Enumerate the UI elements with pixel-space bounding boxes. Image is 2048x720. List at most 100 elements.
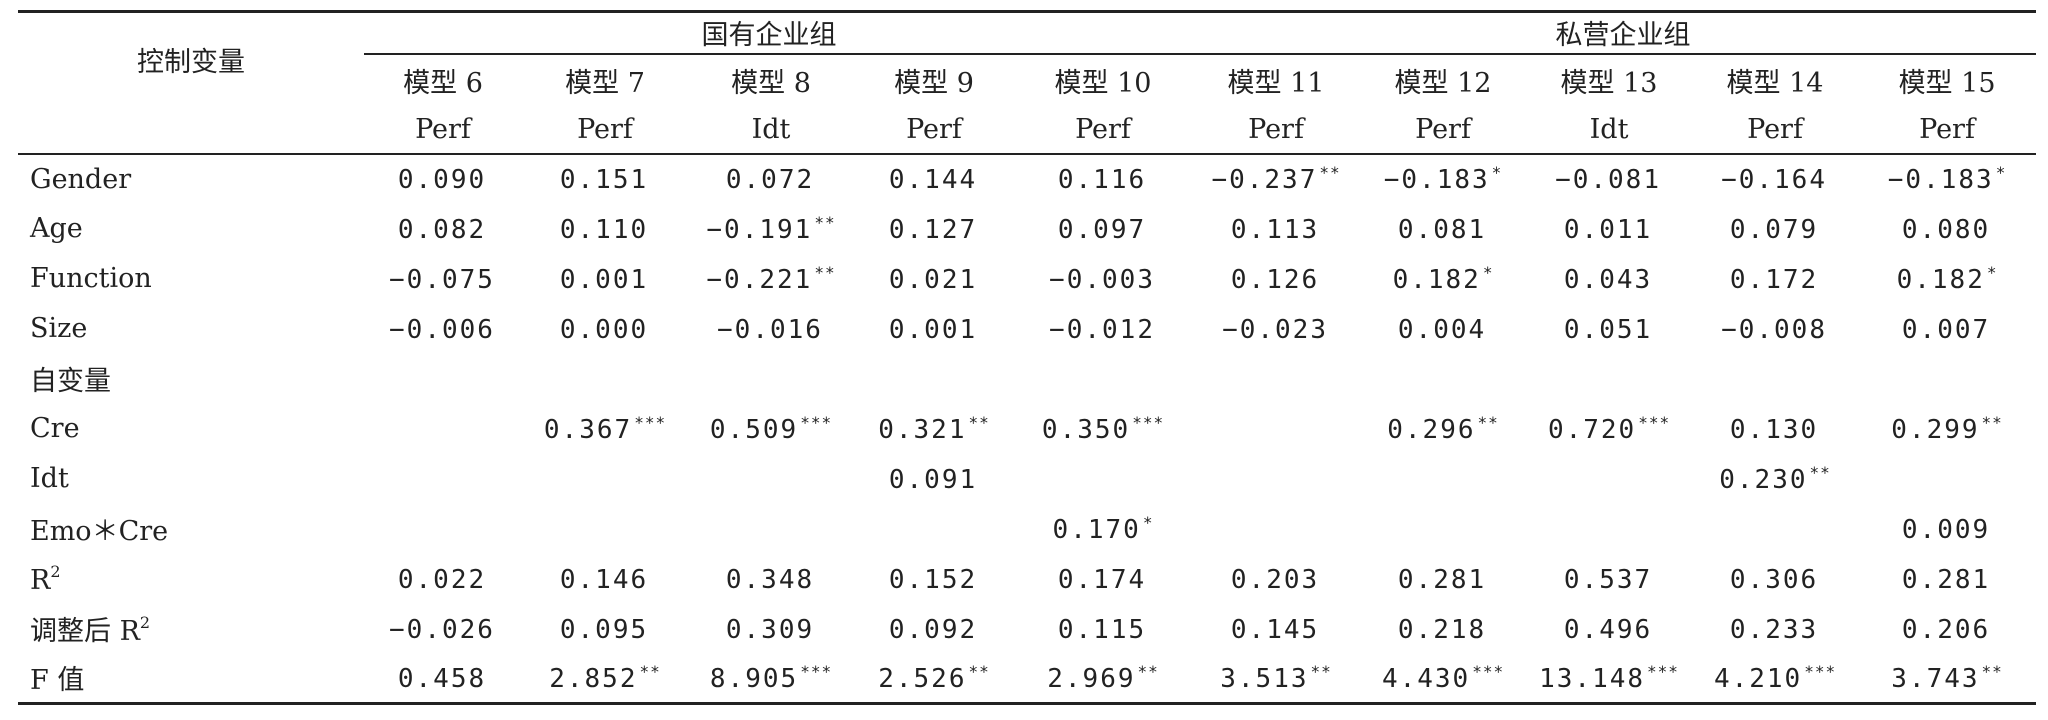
significance-stars: ** — [1310, 661, 1332, 681]
table-cell: −0.026 — [364, 604, 522, 654]
coefficient-value: 0.537 — [1563, 564, 1653, 595]
table-cell: 0.091 — [854, 454, 1014, 504]
coefficient-value: 0.206 — [1901, 614, 1991, 645]
row-label-text: Emo＊Cre — [30, 516, 169, 547]
table-cell: 0.007 — [1858, 304, 2036, 354]
coefficient-value: −0.164 — [1721, 165, 1827, 195]
table-row: F 值 0.458 2.852 ** 8.905 *** 2.526 ** 2.969 ** 3.5… — [18, 653, 2037, 705]
table-cell: 0.000 — [522, 304, 688, 354]
dependent-variable-header: Perf — [1692, 105, 1859, 155]
table-cell: 0.152 — [854, 554, 1014, 604]
coefficient-value: 0.004 — [1397, 314, 1487, 345]
coefficient-value: 2.526 — [878, 663, 967, 694]
coefficient-value: 0.321 — [878, 414, 967, 445]
table-cell — [1192, 504, 1360, 554]
table-cell — [1526, 454, 1692, 504]
table-cell: 0.072 — [688, 154, 854, 204]
row-label: Cre — [18, 404, 364, 454]
row-label-text: Idt — [30, 463, 69, 494]
coefficient-value: −0.008 — [1721, 314, 1827, 345]
table-cell: 0.144 — [854, 154, 1014, 204]
dependent-variable-header: Perf — [1858, 105, 2037, 155]
table-cell: 0.170 * — [1014, 504, 1192, 554]
model-header: 模型 7 — [565, 67, 645, 99]
table-cell: −0.237 ** — [1192, 154, 1360, 204]
table-cell: 0.306 — [1692, 554, 1858, 604]
significance-stars: *** — [1647, 661, 1679, 681]
coefficient-value: 0.021 — [888, 264, 978, 295]
dependent-variable-header: Perf — [1014, 105, 1193, 155]
table-cell: 13.148 *** — [1526, 653, 1693, 705]
table-cell — [1692, 354, 1858, 404]
table-cell: 0.127 — [854, 204, 1014, 254]
significance-stars: * — [1986, 262, 1998, 282]
significance-stars: * — [1142, 512, 1154, 532]
table-cell: 4.210 *** — [1692, 653, 1859, 705]
coefficient-value: 0.007 — [1901, 314, 1991, 345]
coefficient-value: −0.075 — [389, 264, 495, 295]
table-row: Age 0.082 0.110 −0.191 ** 0.127 0.097 0.113 0.08… — [18, 204, 2036, 254]
coefficient-value: 0.170 — [1052, 514, 1141, 545]
table-cell: 0.146 — [522, 554, 688, 604]
significance-stars: ** — [1981, 661, 2003, 681]
dependent-variable-header: Perf — [1360, 105, 1527, 155]
table-cell: 0.022 — [364, 554, 522, 604]
row-label: Age — [18, 204, 364, 254]
row-label-text: Gender — [30, 163, 132, 195]
coefficient-value: −0.183 — [1383, 165, 1490, 195]
coefficient-value: 3.513 — [1220, 663, 1309, 694]
table-cell — [1360, 354, 1526, 404]
coefficient-value: 0.306 — [1729, 564, 1819, 595]
coefficient-value: 0.043 — [1563, 264, 1653, 295]
model-header: 模型 13 — [1560, 67, 1658, 99]
table-cell — [1526, 504, 1692, 554]
table-cell: 0.092 — [854, 604, 1014, 654]
coefficient-value: 0.496 — [1563, 614, 1653, 645]
significance-stars: *** — [1472, 661, 1505, 681]
table-cell: 0.004 — [1360, 304, 1526, 354]
table-cell — [1360, 454, 1526, 504]
coefficient-value: −0.183 — [1887, 165, 1994, 195]
coefficient-value: 0.182 — [1392, 264, 1481, 295]
coefficient-value: 0.000 — [559, 314, 649, 345]
table-cell: 2.969 ** — [1014, 653, 1193, 705]
row-label-text: F 值 — [30, 665, 85, 697]
coefficient-value: 0.281 — [1397, 564, 1487, 595]
significance-stars: ** — [968, 661, 990, 681]
coefficient-value: 0.080 — [1901, 214, 1991, 245]
table-cell: 8.905 *** — [688, 653, 854, 705]
coefficient-value: 0.001 — [888, 314, 978, 345]
table-cell: −0.164 — [1692, 154, 1858, 204]
table-cell: 0.001 — [522, 254, 688, 304]
coefficient-value: 0.145 — [1230, 614, 1320, 645]
coefficient-value: −0.237 — [1211, 165, 1318, 195]
significance-stars: ** — [639, 661, 661, 681]
table-cell: 0.182 * — [1858, 254, 2036, 304]
table-cell: 0.080 — [1858, 204, 2036, 254]
table-row: Idt 0.091 0.230 ** — [18, 454, 2036, 504]
table-cell: 0.172 — [1692, 254, 1858, 304]
table-cell: 0.367 *** — [522, 404, 688, 454]
coefficient-value: 0.051 — [1563, 314, 1653, 345]
coefficient-value: 0.079 — [1729, 214, 1819, 245]
table-cell: 0.126 — [1192, 254, 1360, 304]
table-cell: 3.513 ** — [1192, 653, 1361, 705]
row-label: R2 — [18, 554, 364, 604]
coefficient-value: 3.743 — [1891, 663, 1980, 694]
table-cell: 0.233 — [1692, 604, 1858, 654]
table-cell — [1014, 354, 1192, 404]
table-cell: 0.458 — [364, 653, 522, 705]
coefficient-value: 0.230 — [1719, 464, 1808, 495]
table-cell: −0.183 * — [1858, 154, 2036, 204]
model-header: 模型 8 — [731, 67, 811, 99]
coefficient-value: 0.152 — [888, 564, 978, 595]
coefficient-value: 4.210 — [1713, 663, 1803, 694]
significance-stars: * — [1482, 262, 1494, 282]
coefficient-value: 0.081 — [1397, 214, 1487, 245]
significance-stars: ** — [1477, 412, 1499, 432]
coefficient-value: 0.092 — [888, 614, 978, 645]
control-variable-header: 控制变量 — [18, 10, 364, 106]
table-cell — [1360, 504, 1526, 554]
significance-stars: *** — [800, 661, 833, 681]
table-cell — [522, 454, 688, 504]
